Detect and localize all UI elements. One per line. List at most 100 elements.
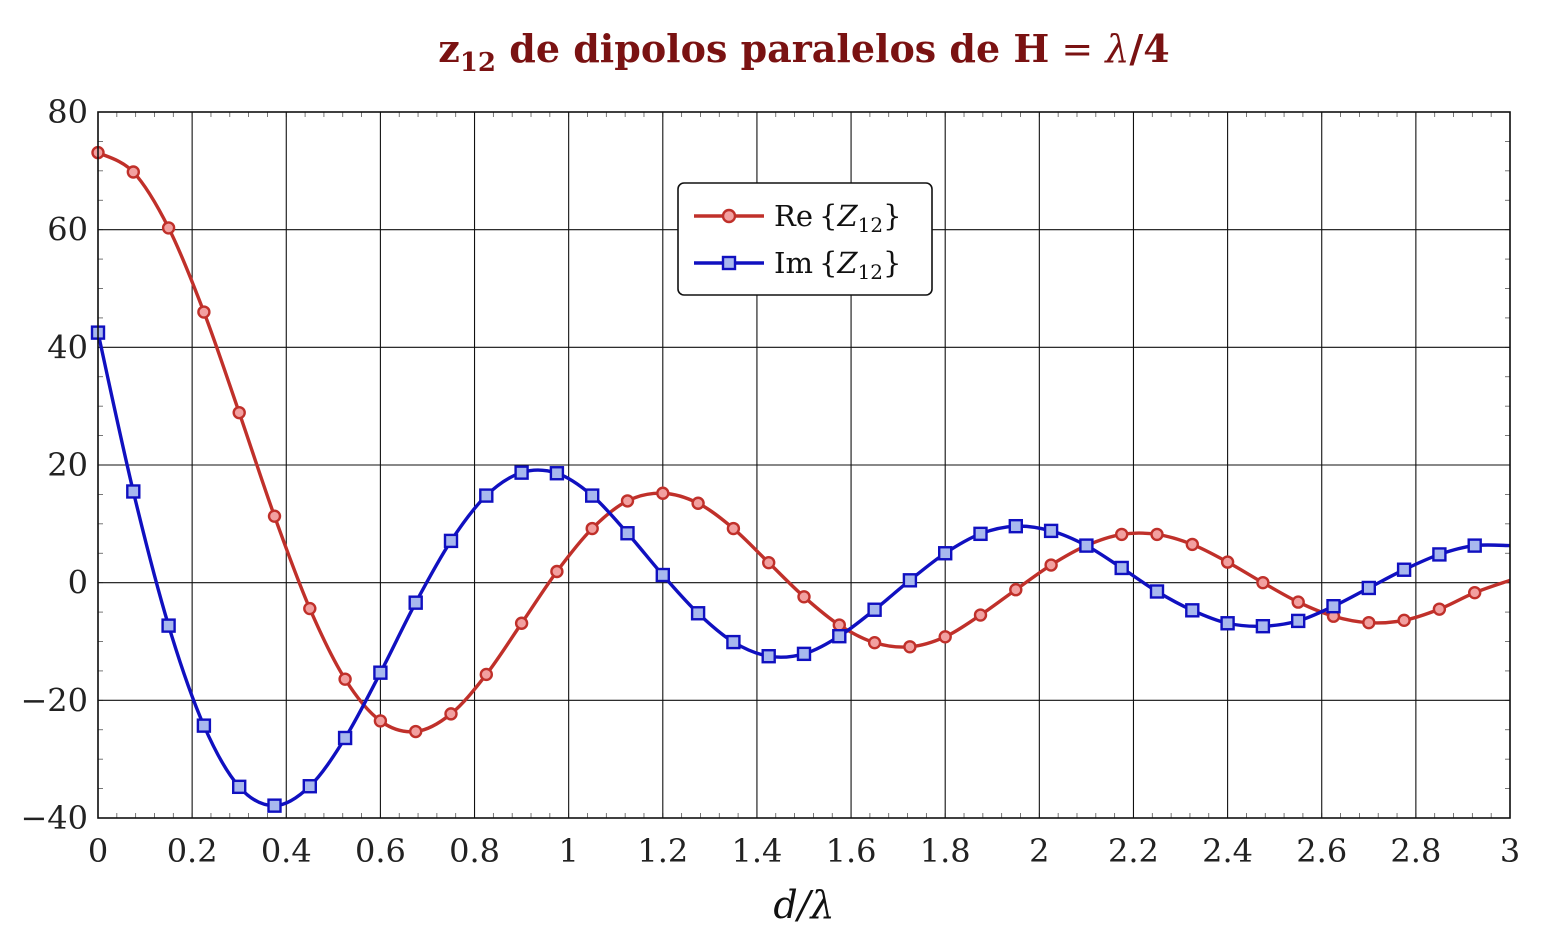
x-tick-label: 2.8: [1390, 832, 1441, 870]
data-point-re: [585, 521, 599, 536]
y-tick-label: 60: [47, 211, 88, 249]
legend-im-z: Z: [836, 246, 858, 280]
legend-im-brace-close: }: [883, 246, 901, 280]
legend-label-im: Im {Z12}: [774, 246, 901, 284]
legend-re-z: Z: [836, 199, 858, 233]
x-tick-label: 1.4: [731, 832, 782, 870]
legend-re-sub: 12: [858, 213, 883, 237]
y-tick-labels: −40 −20 0 20 40 60 80: [20, 93, 88, 837]
x-tick-label: 1.8: [920, 832, 971, 870]
data-point-im: [231, 779, 247, 795]
x-tick-label: 0: [88, 832, 108, 870]
data-point-re: [938, 630, 952, 644]
y-tick-label: 0: [68, 564, 88, 602]
data-point-im: [479, 488, 494, 503]
data-point-re: [303, 601, 317, 616]
data-point-im: [938, 546, 953, 561]
data-point-re: [338, 672, 352, 686]
title-subscript: 12: [460, 48, 496, 78]
data-point-im: [690, 606, 706, 621]
data-point-re: [1009, 583, 1023, 597]
data-point-re: [409, 724, 423, 739]
x-tick-label: 3: [1500, 832, 1520, 870]
x-axis-label: d/λ: [773, 883, 834, 927]
x-tick-label: 2: [1029, 832, 1049, 870]
title-h: H: [1013, 26, 1049, 71]
series-markers: [90, 145, 1482, 813]
data-point-im: [796, 646, 812, 662]
data-point-im: [902, 573, 918, 588]
data-point-re: [832, 618, 846, 632]
data-point-im: [726, 634, 741, 650]
data-point-im: [973, 526, 988, 542]
x-tick-labels: 0 0.2 0.4 0.6 0.8 1 1.2 1.4 1.6 1.8 2 2.2 2.4 2.6 2.8 3: [88, 832, 1520, 870]
data-point-re: [232, 405, 246, 420]
y-tick-label: −20: [20, 681, 88, 719]
x-tick-label: 2.4: [1202, 832, 1253, 870]
data-point-im: [1185, 603, 1200, 618]
x-tick-label: 0.6: [355, 832, 406, 870]
data-point-im: [1432, 547, 1447, 562]
data-point-im: [761, 649, 776, 664]
data-point-im: [126, 484, 141, 499]
y-tick-label: 40: [47, 328, 88, 366]
x-tick-label: 1: [558, 832, 578, 870]
legend-entry-im: Im {Z12}: [694, 246, 901, 284]
x-tick-label: 0.8: [449, 832, 500, 870]
data-point-re: [1467, 585, 1482, 600]
title-equals: =: [1049, 27, 1105, 71]
data-point-im: [196, 718, 212, 733]
data-point-im: [302, 779, 317, 794]
data-point-im: [1396, 562, 1412, 577]
data-point-re: [161, 221, 176, 235]
data-point-re: [867, 635, 882, 650]
data-point-im: [1043, 523, 1059, 539]
data-point-im: [443, 533, 459, 549]
title-z: z: [438, 26, 460, 71]
data-point-re: [903, 640, 917, 654]
data-point-re: [973, 608, 988, 622]
data-point-re: [444, 707, 458, 721]
data-point-re: [1432, 602, 1447, 616]
series-line-im: [96, 332, 1511, 808]
legend-re-brace-open: {: [819, 199, 837, 233]
data-point-im: [161, 618, 176, 633]
legend-re-brace-close: }: [883, 199, 901, 233]
data-point-im: [1220, 616, 1235, 631]
data-point-re: [373, 714, 388, 728]
data-point-re: [762, 555, 776, 570]
data-point-im: [1326, 599, 1341, 614]
data-point-im: [337, 730, 353, 746]
plot-frame: [97, 111, 1511, 819]
data-point-im: [1114, 560, 1129, 576]
y-tick-label: −40: [20, 799, 88, 837]
x-tick-label: 2.6: [1296, 832, 1347, 870]
data-point-re: [1185, 537, 1200, 552]
data-point-im: [373, 665, 388, 680]
legend-box: [677, 182, 933, 296]
data-point-im: [867, 602, 882, 617]
data-point-im: [655, 567, 670, 583]
data-point-re: [1291, 595, 1305, 609]
data-point-re: [1150, 527, 1164, 542]
x-tick-label: 0.2: [167, 832, 218, 870]
data-point-im: [408, 595, 423, 610]
data-point-im: [267, 798, 282, 813]
data-point-im: [1467, 538, 1482, 553]
data-point-re: [1256, 575, 1270, 590]
legend-label-re: Re {Z12}: [774, 199, 902, 237]
data-point-re: [1114, 527, 1129, 542]
data-point-re: [550, 564, 564, 579]
data-point-re: [514, 616, 529, 630]
data-point-re: [126, 165, 141, 179]
title-rest: de dipolos paralelos de: [496, 26, 1013, 71]
legend-marker-im: [721, 255, 737, 271]
data-point-re: [726, 521, 741, 536]
data-point-im: [514, 465, 529, 480]
data-point-re: [1362, 615, 1376, 630]
x-tick-label: 1.6: [826, 832, 877, 870]
data-point-im: [1255, 619, 1271, 634]
data-point-re: [620, 494, 635, 508]
legend-marker-re: [721, 208, 737, 224]
